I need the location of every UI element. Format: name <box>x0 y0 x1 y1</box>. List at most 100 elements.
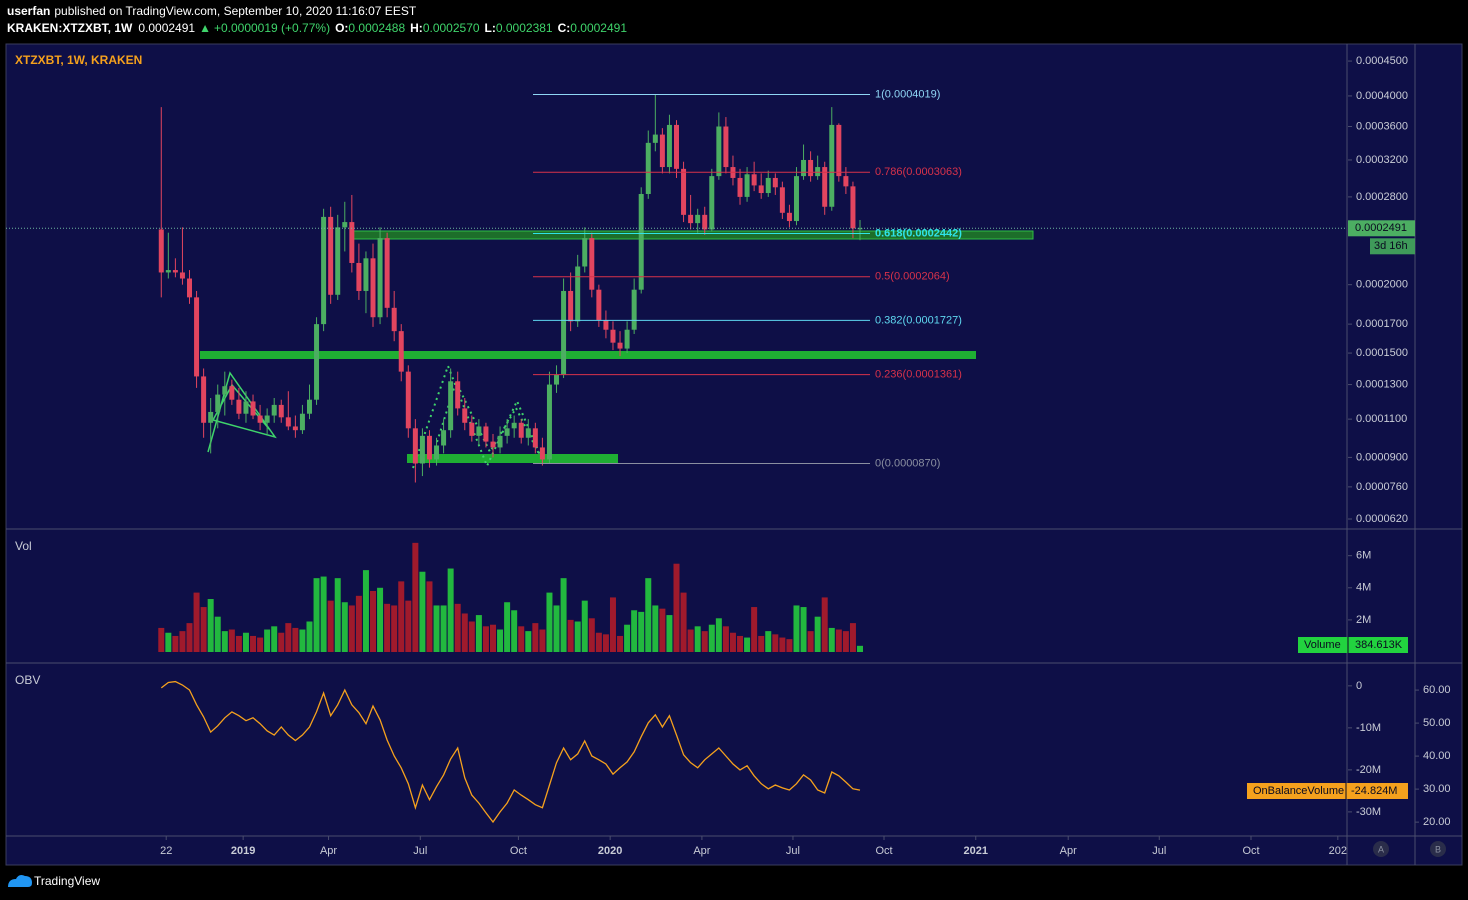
y-tick-label: 2M <box>1356 614 1371 626</box>
pane-title: OBV <box>15 673 40 687</box>
candle-body <box>575 266 581 322</box>
volume-bar <box>701 631 708 652</box>
candle-body <box>448 381 454 431</box>
volume-bar <box>652 605 659 652</box>
candle-body <box>377 238 383 318</box>
pane-title: XTZXBT, 1W, KRAKEN <box>15 53 142 67</box>
arrow: ▲ <box>199 21 211 35</box>
volume-bar <box>285 623 292 652</box>
volume-bar <box>257 637 264 652</box>
volume-bar <box>666 615 673 652</box>
fib-label: 0(0.0000870) <box>875 457 940 469</box>
last: 0.0002491 <box>138 21 195 35</box>
candle-body <box>779 187 785 213</box>
obv-line <box>160 680 861 824</box>
x-tick-label: 2021 <box>964 845 988 857</box>
candle-body <box>652 134 658 143</box>
support-zone <box>407 454 618 463</box>
candle-body <box>462 408 468 423</box>
candle-body <box>709 176 715 230</box>
last-price-box <box>1348 220 1415 237</box>
y-tick-label: 30.00 <box>1423 783 1451 795</box>
candle-body <box>349 222 355 263</box>
candle-body <box>285 417 291 427</box>
y-tick-label: -30M <box>1356 806 1381 818</box>
candle-body <box>384 238 390 308</box>
volume-bar <box>165 632 172 652</box>
candle-body <box>843 176 849 187</box>
volume-bar <box>370 591 377 652</box>
pattern-line <box>207 371 277 453</box>
candle-body <box>264 415 270 423</box>
volume-bar <box>348 605 355 652</box>
x-tick-label: Jul <box>413 845 427 857</box>
candle-body <box>702 214 708 230</box>
scale-button-label[interactable]: A <box>1378 844 1384 854</box>
ohlc-key: L: <box>485 21 496 35</box>
candle-body <box>638 193 644 290</box>
fib-label: 1(0.0004019) <box>875 88 940 100</box>
candle-body <box>681 168 687 215</box>
candle-body <box>561 290 567 375</box>
volume-bar <box>306 621 313 652</box>
candle-body <box>455 381 461 409</box>
volume-bar <box>680 592 687 652</box>
candle-body <box>511 422 517 429</box>
volume-bar <box>475 615 482 652</box>
legend-name: OnBalanceVolume <box>1253 785 1344 797</box>
y-tick-label: 20.00 <box>1423 816 1451 828</box>
x-tick-label: Apr <box>1060 845 1077 857</box>
candle-body <box>419 435 425 464</box>
y-tick-label: 6M <box>1356 550 1371 562</box>
ohlc-key: C: <box>558 21 571 35</box>
candle-body <box>434 445 440 460</box>
candle-body <box>314 324 320 400</box>
y-tick-label: 50.00 <box>1423 717 1451 729</box>
candle-body <box>716 126 722 177</box>
fib-label: 0.786(0.0003063) <box>875 166 962 178</box>
candle-body <box>321 216 327 325</box>
volume-bar <box>398 581 405 652</box>
y-tick-label: 60.00 <box>1423 684 1451 696</box>
candle-body <box>801 159 807 177</box>
pane-borders <box>6 44 1462 865</box>
y-tick-label: 0.0002800 <box>1356 191 1408 203</box>
volume-bar <box>419 571 426 652</box>
fib-label: 0.382(0.0001727) <box>875 314 962 326</box>
scale-button[interactable] <box>1430 841 1446 857</box>
y-tick-label: 0.0003600 <box>1356 120 1408 132</box>
scale-button-label[interactable]: B <box>1435 844 1441 854</box>
candle-body <box>765 177 771 194</box>
volume-bar <box>341 602 348 652</box>
candle-body <box>158 229 164 273</box>
candle-body <box>271 404 277 416</box>
volume-bar <box>560 578 567 652</box>
y-tick-label: 0.0004500 <box>1356 55 1408 67</box>
candle-body <box>822 167 828 207</box>
volume-bar <box>673 563 680 652</box>
candle-body <box>695 214 701 224</box>
y-tick-label: 0.0000760 <box>1356 481 1408 493</box>
candle-body <box>215 394 221 412</box>
volume-bar <box>546 592 553 652</box>
candle-body <box>610 329 616 343</box>
candle-body <box>201 376 207 423</box>
candle-body <box>815 167 821 177</box>
scale-button[interactable] <box>1373 841 1389 857</box>
candle-body <box>525 428 531 438</box>
volume-bar <box>207 599 214 652</box>
candle-body <box>532 428 538 448</box>
volume-bar <box>631 610 638 652</box>
x-tick-label: Apr <box>693 845 710 857</box>
volume-bar <box>497 629 504 652</box>
volume-bar <box>694 626 701 652</box>
volume-bar <box>489 624 496 652</box>
candle-body <box>582 238 588 267</box>
candle-body <box>786 212 792 222</box>
candle-body <box>539 447 545 460</box>
candle-body <box>617 342 623 349</box>
user: userfan <box>7 4 50 18</box>
volume-bar <box>200 607 207 652</box>
volume-bar <box>405 600 412 652</box>
ohlc-value: 0.0002488 <box>348 21 405 35</box>
